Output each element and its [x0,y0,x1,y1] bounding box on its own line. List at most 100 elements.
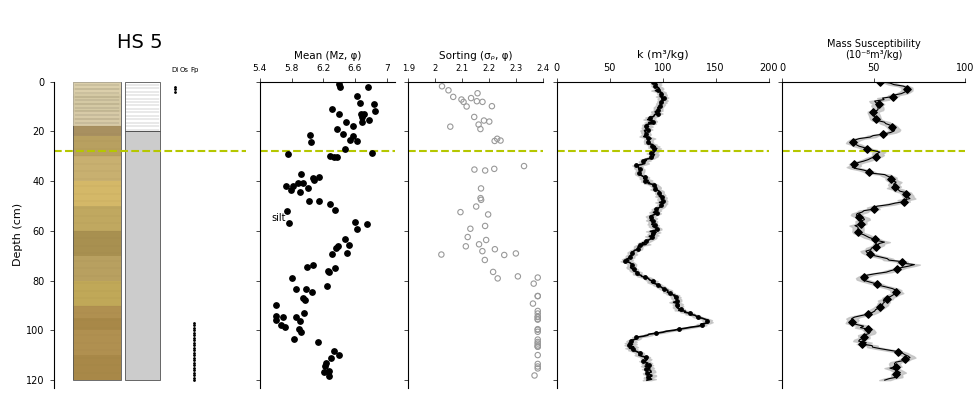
Point [510,273,526,279]
Point [324,251,339,257]
Point [508,250,524,257]
Point [844,138,860,145]
Point [651,190,667,197]
Point [477,257,492,263]
Point [283,187,298,194]
Point [868,116,883,122]
Point [530,336,546,343]
Point [530,293,546,299]
Point [625,346,641,353]
Point [486,268,501,275]
Point [297,286,313,292]
Point [530,310,546,317]
Point [646,186,662,193]
Point [624,262,640,268]
Point [871,101,886,107]
Point [434,83,449,89]
Point [478,223,493,229]
Point [856,273,872,280]
Bar [73,181,121,206]
Point [669,298,684,304]
Point [652,102,668,109]
Point [453,96,469,103]
Point [846,161,862,167]
Point [861,169,877,175]
Point [326,348,341,354]
Text: Di: Di [172,67,178,73]
Point [475,99,490,105]
Point [330,125,345,132]
Point [365,150,380,156]
Bar [73,306,121,318]
Point [303,138,319,145]
Point [479,237,494,243]
Point [530,344,546,350]
Point [870,281,885,287]
Point [646,222,662,228]
Point [642,114,657,121]
Point [638,178,653,185]
Point [529,340,545,347]
Point [631,170,646,177]
Point [853,221,869,227]
Point [328,265,343,271]
Point [338,119,354,125]
Point [530,326,546,333]
Bar [73,82,121,126]
Point [530,344,546,350]
Point [273,322,289,328]
Point [268,302,284,308]
Bar [73,126,121,136]
Point [862,251,878,257]
Point [873,78,888,85]
Point [699,318,715,324]
Point [639,366,654,373]
Point [311,174,327,180]
Point [644,214,659,221]
Text: Os: Os [180,67,189,73]
Point [645,230,661,237]
Point [654,194,670,201]
Point [317,363,332,369]
Point [690,314,706,321]
Point [622,254,638,261]
Bar [125,131,160,380]
Point [844,318,860,325]
Point [296,309,312,316]
Bar [73,82,121,94]
Point [669,302,684,308]
Point [478,167,493,174]
Point [649,210,665,217]
Point [485,103,500,109]
Point [458,243,474,250]
Point [339,249,355,256]
Point [321,268,336,274]
X-axis label: Mean (Mz, φ): Mean (Mz, φ) [293,51,361,62]
Point [639,130,654,137]
Point [332,352,347,358]
Point [487,137,502,144]
Point [327,206,342,213]
Point [279,183,294,190]
Text: Fp: Fp [190,67,198,73]
Bar [73,111,121,126]
Point [629,162,644,169]
Point [626,266,642,273]
Point [275,314,291,321]
Point [530,339,546,345]
Point [293,329,309,336]
Point [463,95,479,101]
Point [617,258,633,264]
Point [310,339,326,345]
Point [353,111,369,118]
Point [641,138,656,145]
Point [641,374,656,380]
Point [359,221,374,227]
Point [645,78,661,85]
Point [318,360,333,366]
Point [441,87,456,93]
Point [653,202,669,208]
X-axis label: Sorting (σᵨ, φ): Sorting (σᵨ, φ) [439,51,513,62]
Point [663,290,679,297]
Point [530,274,546,281]
